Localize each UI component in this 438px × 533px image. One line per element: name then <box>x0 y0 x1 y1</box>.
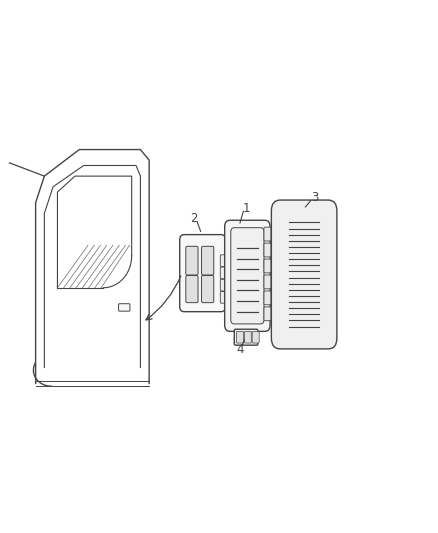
FancyBboxPatch shape <box>252 332 259 343</box>
FancyBboxPatch shape <box>119 304 130 311</box>
FancyBboxPatch shape <box>180 235 226 312</box>
FancyBboxPatch shape <box>220 255 226 266</box>
FancyBboxPatch shape <box>264 227 271 241</box>
FancyBboxPatch shape <box>201 276 214 303</box>
FancyBboxPatch shape <box>264 275 271 289</box>
Text: 3: 3 <box>311 191 319 204</box>
Text: 4: 4 <box>236 343 244 356</box>
Text: 1: 1 <box>243 201 250 214</box>
FancyBboxPatch shape <box>220 267 226 279</box>
FancyBboxPatch shape <box>264 307 271 321</box>
FancyBboxPatch shape <box>231 228 264 324</box>
FancyBboxPatch shape <box>264 291 271 305</box>
FancyBboxPatch shape <box>272 200 337 349</box>
FancyBboxPatch shape <box>186 276 198 303</box>
FancyBboxPatch shape <box>237 332 244 343</box>
FancyBboxPatch shape <box>201 246 214 275</box>
FancyBboxPatch shape <box>234 329 258 345</box>
FancyBboxPatch shape <box>220 292 226 303</box>
FancyBboxPatch shape <box>244 332 251 343</box>
FancyBboxPatch shape <box>264 243 271 257</box>
Text: 2: 2 <box>190 212 198 225</box>
FancyBboxPatch shape <box>220 279 226 291</box>
FancyBboxPatch shape <box>186 246 198 275</box>
FancyBboxPatch shape <box>225 220 270 332</box>
FancyBboxPatch shape <box>264 259 271 273</box>
